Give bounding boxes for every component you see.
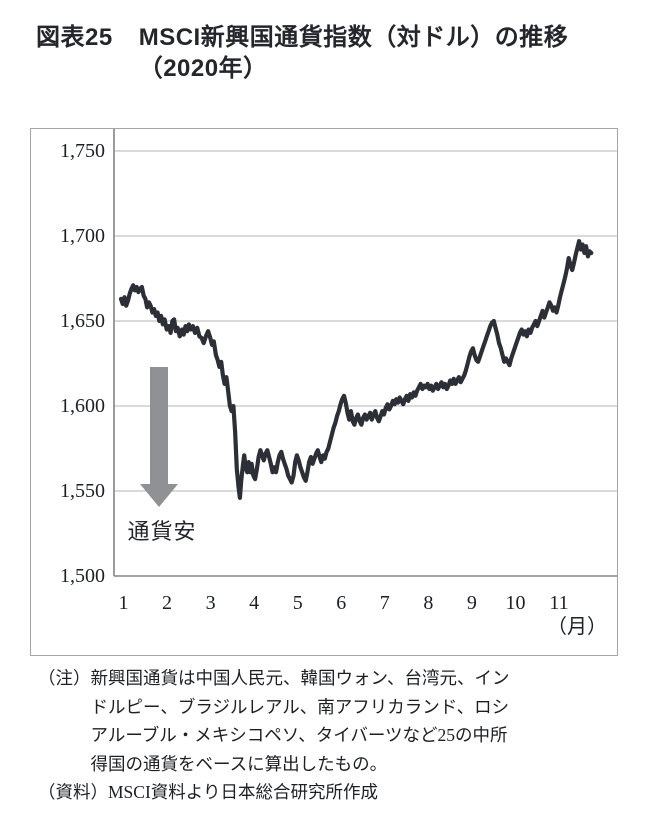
y-tick-label-1750: 1,750 [60, 140, 105, 162]
y-tick-label-1600: 1,600 [60, 395, 105, 417]
note-row: （注） 新興国通貨は中国人民元、韓国ウォン、台湾元、イン ドルピー、ブラジルレアル… [38, 664, 623, 778]
down-arrow-icon [140, 367, 178, 507]
source-text: MSCI資料より日本総合研究所作成 [108, 782, 378, 803]
currency-depreciation-label: 通貨安 [127, 519, 197, 544]
figure-title-lines: MSCI新興国通貨指数（対ドル）の推移 （2020年） [139, 22, 569, 84]
x-tick-label-8: 8 [423, 592, 434, 614]
x-tick-label-5: 5 [292, 592, 303, 614]
note-text: 新興国通貨は中国人民元、韓国ウォン、台湾元、イン ドルピー、ブラジルレアル、南アフ… [91, 664, 624, 778]
x-tick-label-2: 2 [162, 592, 173, 614]
source-label: （資料） [38, 782, 108, 803]
y-tick-label-1500: 1,500 [60, 565, 105, 587]
x-tick-label-4: 4 [249, 592, 260, 614]
index-line-series [118, 238, 594, 500]
x-tick-label-6: 6 [336, 592, 347, 614]
y-tick-label-1650: 1,650 [60, 310, 105, 332]
y-tick-label-1700: 1,700 [60, 225, 105, 247]
footnotes: （注） 新興国通貨は中国人民元、韓国ウォン、台湾元、イン ドルピー、ブラジルレアル… [38, 664, 623, 807]
figure-number: 図表25 [36, 24, 113, 51]
x-axis-unit-label: （月） [547, 616, 607, 638]
x-tick-label-3: 3 [205, 592, 216, 614]
figure-title-line2: （2020年） [138, 55, 268, 82]
note-label: （注） [38, 668, 91, 688]
figure-title: 図表25 MSCI新興国通貨指数（対ドル）の推移 （2020年） [36, 22, 568, 84]
y-tick-label-1550: 1,550 [60, 480, 105, 502]
x-tick-label-7: 7 [379, 592, 390, 614]
x-tick-label-1: 1 [118, 592, 129, 614]
figure-title-line1: MSCI新興国通貨指数（対ドル）の推移 [138, 24, 569, 51]
line-chart-svg [113, 129, 617, 577]
note-line: 得国の通貨をベースに算出したもの。 [90, 753, 388, 774]
source-row: （資料） MSCI資料より日本総合研究所作成 [38, 778, 623, 807]
note-line: ドルピー、ブラジルレアル、南アフリカランド、ロシ [90, 696, 510, 717]
note-line: アルーブル・メキシコペソ、タイバーツなど25の中所 [90, 725, 508, 746]
chart-area: 1,750 1,700 1,650 1,600 1,550 1,500 1 2 3 4 5 6 7 8 9… [30, 128, 618, 656]
x-tick-label-11: 11 [549, 592, 569, 614]
x-tick-label-9: 9 [466, 592, 477, 614]
x-tick-label-10: 10 [505, 592, 526, 614]
note-line: 新興国通貨は中国人民元、韓国ウォン、台湾元、イン [90, 668, 510, 688]
